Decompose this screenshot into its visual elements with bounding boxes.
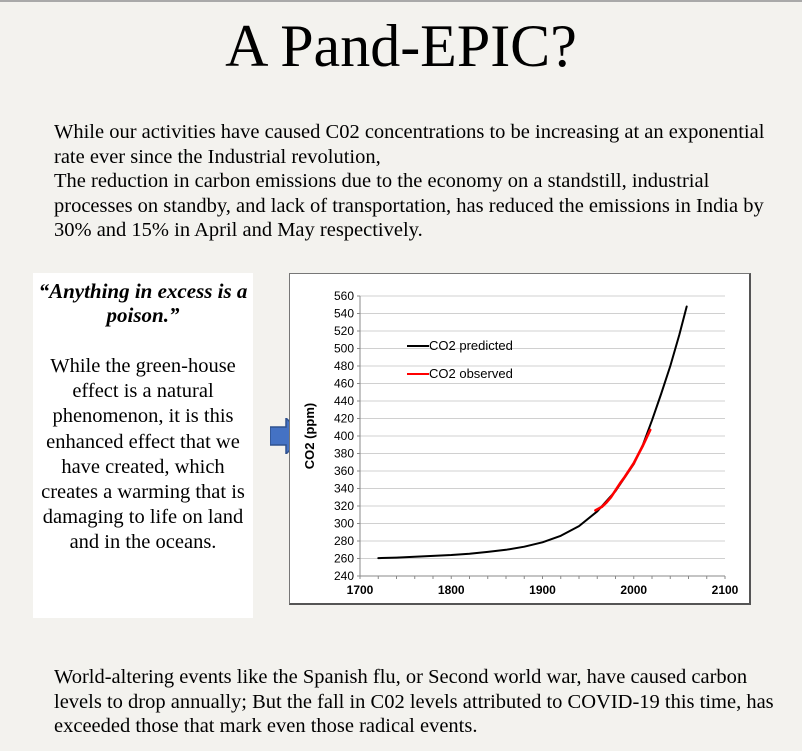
y-tick-label-8: 400 [334, 429, 354, 443]
y-tick-label-12: 480 [334, 359, 354, 373]
quote-body: While the green-house effect is a natura… [41, 355, 245, 554]
co2-chart-svg: 240 260 280 300 320 340 360 380 400 420 440 460 480 5… [302, 289, 739, 597]
page-title: A Pand-EPIC? [225, 13, 577, 79]
intro-line-2: The reduction in carbon emissions due to… [54, 170, 764, 241]
y-tick-label-1: 260 [334, 552, 354, 566]
y-tick-label-14: 520 [334, 324, 354, 338]
y-tick-label-10: 440 [334, 394, 354, 408]
y-tick-label-0: 240 [334, 569, 354, 583]
y-tick-label-9: 420 [334, 412, 354, 426]
y-tick-label-13: 500 [334, 342, 354, 356]
footer-paragraph: World-altering events like the Spanish f… [54, 666, 774, 737]
x-tick-label-2: 1900 [529, 583, 556, 597]
y-tick-label-2: 280 [334, 534, 354, 548]
series-line-1 [594, 428, 652, 512]
quote-box: “Anything in excess is a poison.” While … [33, 273, 253, 618]
x-tick-label-4: 2100 [712, 583, 739, 597]
x-tick-label-0: 1700 [347, 583, 374, 597]
legend-label-1: CO2 observed [429, 366, 513, 381]
y-tick-label-16: 560 [334, 289, 354, 303]
y-tick-label-11: 460 [334, 377, 354, 391]
y-tick-label-5: 340 [334, 482, 354, 496]
co2-chart: 240 260 280 300 320 340 360 380 400 420 440 460 480 5… [289, 273, 751, 605]
y-tick-label-15: 540 [334, 307, 354, 321]
quote-text: “Anything in excess is a poison.” [38, 279, 248, 327]
series-line-0 [377, 305, 688, 560]
y-axis-label: CO2 (ppm) [302, 403, 317, 469]
top-rule [0, 0, 802, 2]
x-tick-label-1: 1800 [438, 583, 465, 597]
intro-line-1: While our activities have caused C02 con… [54, 121, 765, 168]
y-tick-label-3: 300 [334, 517, 354, 531]
y-tick-label-4: 320 [334, 499, 354, 513]
intro-paragraph: While our activities have caused C02 con… [54, 120, 774, 243]
y-tick-label-7: 380 [334, 447, 354, 461]
x-tick-label-3: 2000 [620, 583, 647, 597]
y-tick-label-6: 360 [334, 464, 354, 478]
legend-label-0: CO2 predicted [429, 338, 513, 353]
